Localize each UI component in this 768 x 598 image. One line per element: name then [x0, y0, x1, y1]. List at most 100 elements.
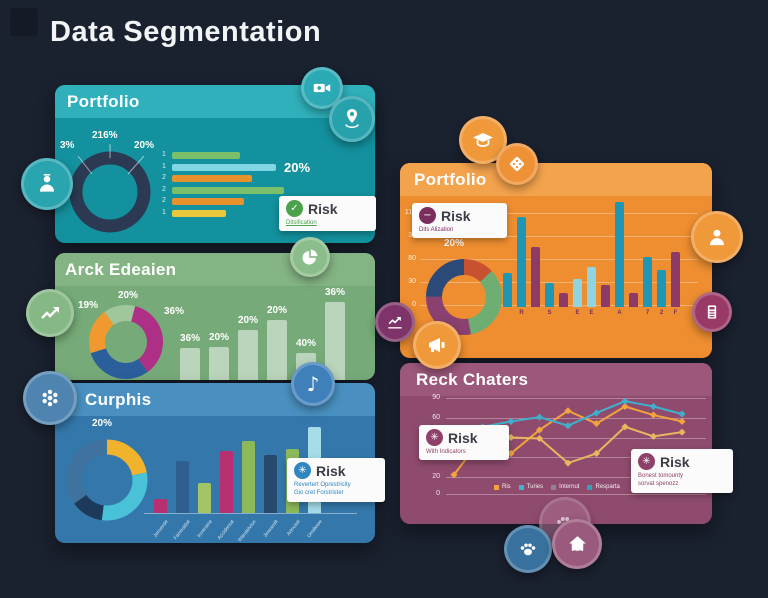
- bar-value-label: 20%: [284, 159, 311, 175]
- bar: [176, 461, 189, 513]
- donut-label: 19%: [78, 300, 99, 311]
- bar: [517, 217, 526, 307]
- bar: [172, 186, 284, 194]
- user-icon[interactable]: [691, 211, 743, 263]
- x-axis-label: E: [575, 310, 580, 316]
- minus-icon: −: [419, 207, 436, 224]
- bar: [172, 163, 276, 171]
- dice-icon[interactable]: [496, 143, 538, 185]
- card-title: Portfolio: [67, 91, 140, 111]
- bar-value-label: 20%: [266, 305, 287, 316]
- risk-badge-teal[interactable]: ✓ Risk Ditsification: [279, 196, 376, 232]
- card-header: Portfolio: [400, 163, 712, 196]
- flower-cluster-icon[interactable]: [23, 371, 77, 425]
- bar: [172, 175, 252, 182]
- risk-badge-purple-left[interactable]: ✳ Risk With Indicators: [419, 425, 509, 461]
- risk-label: Risk: [316, 462, 346, 479]
- portfolio-orange-donut-chart: 20%: [418, 238, 518, 346]
- bar: [531, 247, 540, 307]
- pie-chart-icon[interactable]: [290, 237, 330, 277]
- bar: [220, 451, 233, 513]
- check-icon: ✓: [286, 200, 303, 217]
- trend-up-icon[interactable]: [26, 289, 74, 337]
- card-header: Reck Chaters: [400, 363, 712, 396]
- arck-bar-chart: 36% 20% 20% 20% 40% 36%: [172, 287, 352, 380]
- person-award-icon[interactable]: [21, 158, 73, 210]
- bar: [503, 273, 512, 307]
- y-axis-tick: 20: [432, 473, 440, 480]
- legend-item: Internut: [551, 484, 579, 490]
- portfolio-donut-chart: 3% 216% 20%: [58, 128, 170, 240]
- y-axis-tick: 110: [404, 209, 416, 216]
- donut-label: 20%: [92, 418, 113, 429]
- bar-value-label: 20%: [237, 315, 258, 326]
- bar: [172, 152, 240, 159]
- y-axis-tick: 80: [408, 255, 416, 262]
- row-label: 2: [162, 174, 166, 181]
- line-chart-icon[interactable]: [375, 302, 415, 342]
- row-label: 1: [162, 151, 166, 158]
- megaphone-icon[interactable]: [413, 321, 461, 369]
- legend-item: Ris: [494, 484, 511, 490]
- bar: [180, 348, 200, 380]
- risk-subtext: Bonest tomounty: [638, 473, 684, 479]
- portfolio-orange-bar-chart: 1103080300RSEEA72F: [398, 200, 703, 320]
- row-label: 2: [162, 197, 166, 204]
- bar-value-label: 36%: [179, 333, 200, 344]
- donut-label: 3%: [60, 140, 75, 151]
- x-axis-label: A: [617, 310, 622, 316]
- donut-label: 20%: [118, 290, 139, 301]
- risk-badge-blue[interactable]: ✳ Risk Revertert Oprestricity Gio cret F…: [287, 458, 385, 502]
- bar: [573, 279, 582, 307]
- bar: [209, 347, 229, 380]
- x-axis-label: E: [589, 310, 594, 316]
- asterisk-icon: ✳: [638, 453, 655, 470]
- bar-value-label: 20%: [208, 332, 229, 343]
- y-axis-tick: 0: [412, 301, 416, 308]
- risk-subtext: Dits Alization: [419, 227, 454, 233]
- risk-subtext: Gio cret Forstrister: [294, 490, 344, 497]
- x-axis-label: 2: [659, 310, 664, 316]
- risk-subtext: Revertert Oprestricity: [294, 482, 351, 488]
- x-axis-label: R: [519, 310, 524, 316]
- donut-label: 36%: [164, 306, 185, 317]
- donut-label: 216%: [92, 130, 118, 141]
- card-title: Arck Edeaien: [65, 259, 177, 279]
- bar: [264, 455, 277, 513]
- home-icon[interactable]: [552, 519, 602, 569]
- risk-subtext: Ditsification: [286, 220, 317, 226]
- portfolio-hbar-chart: 1 1 20% 2 2 2 1: [162, 151, 367, 230]
- y-axis-tick: 30: [408, 278, 416, 285]
- bar: [587, 267, 596, 307]
- risk-label: Risk: [441, 207, 471, 224]
- card-title: Reck Chaters: [416, 369, 529, 389]
- card-title: Portfolio: [414, 169, 487, 189]
- bar: [657, 270, 666, 307]
- calculator-icon[interactable]: [692, 292, 732, 332]
- music-note-glyph: ♪: [306, 372, 320, 396]
- bar: [671, 252, 680, 307]
- bar-value-label: 40%: [295, 338, 316, 349]
- risk-badge-orange[interactable]: − Risk Dits Alization: [412, 203, 507, 239]
- reck-line-chart: 90605020200RisTuriesInternutResparta: [424, 388, 710, 500]
- row-label: 2: [162, 185, 166, 193]
- risk-label: Risk: [308, 200, 338, 217]
- asterisk-icon: ✳: [294, 462, 311, 479]
- risk-badge-purple-right[interactable]: ✳ Risk Bonest tomounty sorvat spenozz: [631, 449, 733, 493]
- bar: [267, 320, 287, 380]
- page-title: Data Segmentation: [50, 16, 322, 48]
- bar: [238, 330, 258, 380]
- music-note-icon[interactable]: ♪: [291, 362, 335, 406]
- bar: [198, 483, 211, 513]
- row-label: 1: [162, 162, 166, 170]
- risk-subtext: With Indicators: [426, 449, 466, 455]
- graduation-cap-icon[interactable]: [459, 116, 507, 164]
- bar: [154, 499, 167, 513]
- map-pin-icon[interactable]: [329, 96, 375, 142]
- decor-square: [10, 8, 38, 36]
- paw-print-icon[interactable]: [504, 525, 552, 573]
- risk-subtext: sorvat spenozz: [638, 481, 679, 488]
- bar: [172, 209, 226, 217]
- asterisk-icon: ✳: [426, 429, 443, 446]
- video-camera-icon[interactable]: [301, 67, 343, 109]
